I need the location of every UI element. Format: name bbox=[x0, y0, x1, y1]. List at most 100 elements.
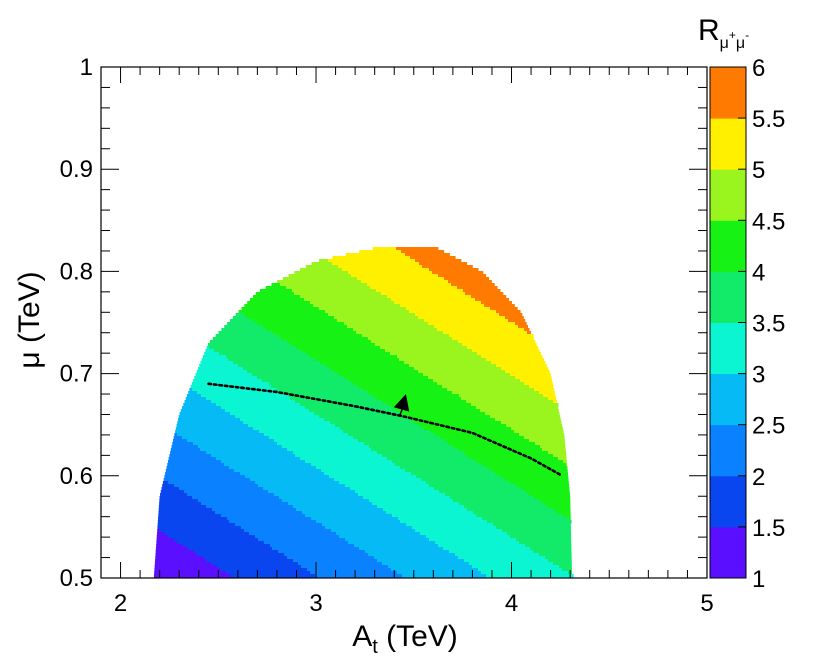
heatmap-cell bbox=[298, 562, 383, 566]
heatmap-cell bbox=[472, 565, 560, 569]
heatmap-cell bbox=[569, 517, 571, 521]
heatmap-cell bbox=[421, 478, 506, 482]
heatmap-cell bbox=[553, 562, 572, 566]
heatmap-cell bbox=[209, 346, 297, 350]
heatmap-cell bbox=[311, 262, 333, 266]
heatmap-cell bbox=[507, 532, 572, 536]
heatmap-cell bbox=[250, 298, 305, 302]
heatmap-cell bbox=[167, 460, 222, 464]
heatmap-cell bbox=[214, 349, 302, 353]
heatmap-cell bbox=[419, 424, 507, 428]
heatmap-cell bbox=[496, 526, 571, 530]
heatmap-cell bbox=[290, 397, 378, 401]
heatmap-cell bbox=[527, 331, 531, 335]
heatmap-cell bbox=[445, 439, 530, 443]
heatmap-cell bbox=[263, 325, 348, 329]
heatmap-cell bbox=[206, 559, 294, 563]
heatmap-cell bbox=[186, 394, 202, 398]
heatmap-cell bbox=[311, 463, 396, 467]
heatmap-cell bbox=[368, 391, 453, 395]
heatmap-cell bbox=[179, 487, 264, 491]
heatmap-cell bbox=[500, 475, 569, 479]
heatmap-cell bbox=[212, 508, 297, 512]
heatmap-cell bbox=[348, 541, 436, 545]
heatmap-cell bbox=[355, 490, 440, 494]
heatmap-cell bbox=[225, 409, 310, 413]
heatmap-cell bbox=[452, 391, 540, 395]
heatmap-cell bbox=[558, 457, 567, 461]
heatmap-cell bbox=[372, 247, 397, 251]
heatmap-cell bbox=[383, 508, 468, 512]
heatmap-cell bbox=[166, 466, 230, 470]
heatmap-cell bbox=[415, 529, 503, 533]
heatmap-cell bbox=[402, 574, 487, 578]
heatmap-cell bbox=[162, 484, 175, 488]
heatmap-cell bbox=[221, 460, 306, 464]
heatmap-cell bbox=[516, 538, 572, 542]
heatmap-cell bbox=[154, 568, 221, 572]
heatmap-cell bbox=[200, 448, 288, 452]
heatmap-cell bbox=[426, 535, 511, 539]
heatmap-cell bbox=[511, 427, 563, 431]
heatmap-cell bbox=[165, 469, 235, 473]
heatmap-cell bbox=[330, 367, 415, 371]
heatmap-cell bbox=[216, 457, 301, 461]
heatmap-cell bbox=[158, 505, 207, 509]
heatmap-cell bbox=[255, 481, 340, 485]
heatmap-cell bbox=[311, 517, 399, 521]
heatmap-cell bbox=[211, 400, 296, 404]
heatmap-cell bbox=[481, 355, 543, 359]
heatmap-cell bbox=[401, 412, 486, 416]
heatmap-cell bbox=[187, 493, 275, 497]
heatmap-cell bbox=[155, 547, 189, 551]
heatmap-cell bbox=[287, 340, 372, 344]
heatmap-cell bbox=[422, 265, 473, 269]
heatmap-cell bbox=[324, 418, 412, 422]
heatmap-cell bbox=[458, 448, 543, 452]
heatmap-cell bbox=[515, 376, 552, 380]
heatmap-cell bbox=[357, 277, 445, 281]
heatmap-cell bbox=[244, 529, 332, 533]
heatmap-cell bbox=[353, 382, 438, 386]
colorbar-swatch bbox=[710, 220, 746, 272]
heatmap-cell bbox=[370, 286, 458, 290]
heatmap-cell bbox=[300, 295, 388, 299]
heatmap-cell bbox=[288, 394, 373, 398]
heatmap-cell bbox=[334, 370, 419, 374]
heatmap-cell bbox=[174, 484, 259, 488]
heatmap-cell bbox=[157, 526, 242, 530]
heatmap-cell bbox=[345, 538, 430, 542]
heatmap-cell bbox=[334, 478, 422, 482]
heatmap-cell bbox=[235, 523, 323, 527]
heatmap-cell bbox=[363, 496, 451, 500]
heatmap-cell bbox=[253, 319, 338, 323]
heatmap-cell bbox=[516, 484, 570, 488]
heatmap-cell bbox=[332, 256, 411, 260]
heatmap-cell bbox=[295, 454, 383, 458]
heatmap-cell bbox=[540, 445, 566, 449]
heatmap-cell bbox=[274, 493, 359, 497]
heatmap-cell bbox=[229, 520, 317, 524]
heatmap-cell bbox=[281, 391, 369, 395]
heatmap-cell bbox=[447, 388, 535, 392]
heatmap-cell bbox=[262, 379, 350, 383]
colorbar-swatch bbox=[710, 271, 746, 323]
heatmap-cell bbox=[268, 490, 356, 494]
heatmap-cell bbox=[319, 415, 407, 419]
heatmap-cell bbox=[459, 502, 544, 506]
heatmap-cell bbox=[486, 358, 544, 362]
y-tick-label: 0.5 bbox=[60, 565, 93, 592]
heatmap-cell bbox=[174, 433, 178, 437]
heatmap-cell bbox=[191, 382, 270, 386]
heatmap-cell bbox=[154, 565, 218, 569]
heatmap-cell bbox=[235, 313, 245, 317]
heatmap-cell bbox=[478, 568, 563, 572]
heatmap-cell bbox=[158, 517, 228, 521]
heatmap-cell bbox=[540, 499, 571, 503]
heatmap-cell bbox=[467, 508, 555, 512]
heatmap-cell bbox=[319, 259, 329, 263]
heatmap-cell bbox=[395, 463, 483, 467]
heatmap-cell bbox=[296, 346, 381, 350]
heatmap-cell bbox=[183, 403, 217, 407]
heatmap-cell bbox=[451, 283, 495, 287]
